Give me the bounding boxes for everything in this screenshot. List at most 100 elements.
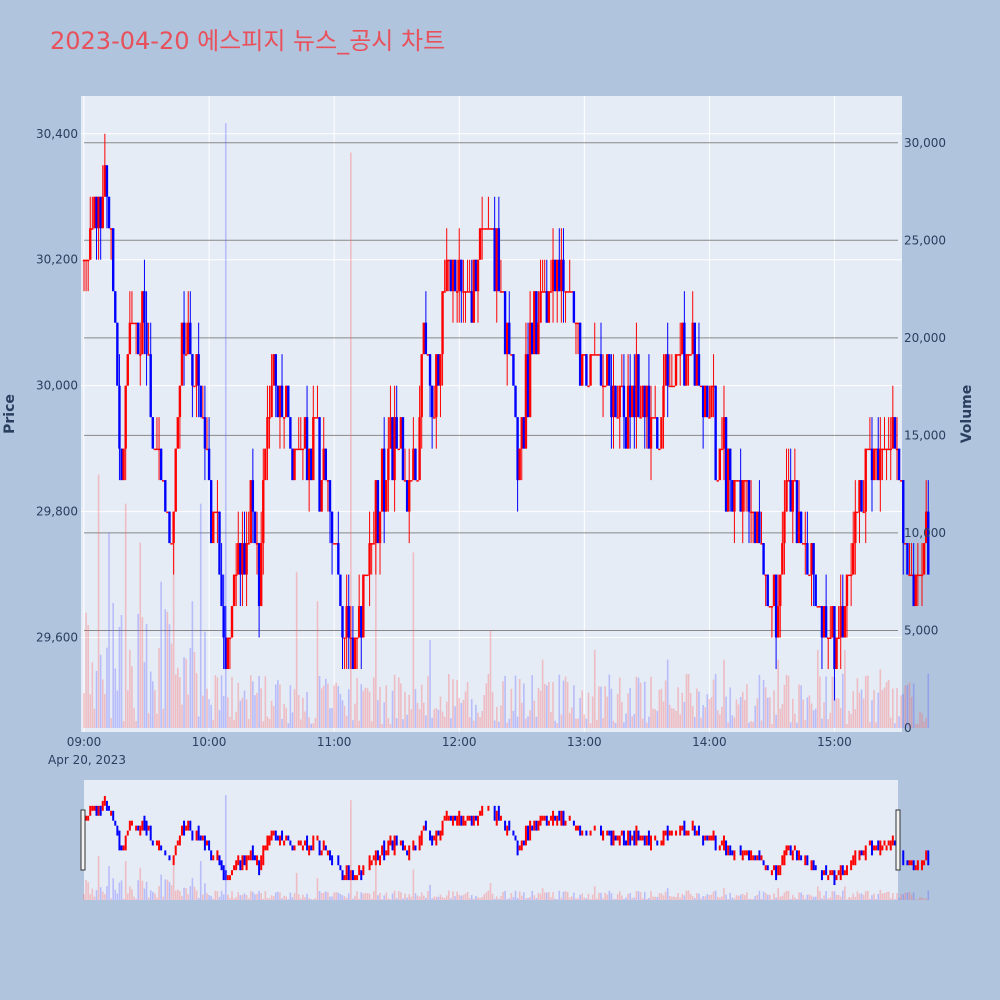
volume-bar — [325, 678, 327, 728]
slider-volume-bar — [754, 896, 757, 900]
volume-bar — [568, 712, 571, 728]
candle-body — [159, 448, 163, 481]
volume-bar — [331, 708, 333, 728]
candle-body — [816, 606, 819, 608]
candle-body — [458, 259, 461, 292]
volume-bar — [189, 648, 192, 728]
candle-body — [414, 448, 417, 481]
slider-volume-bar — [668, 895, 671, 900]
volume-bar — [762, 679, 765, 728]
volume-bar — [527, 716, 529, 728]
main-plot-area[interactable] — [81, 96, 902, 732]
slider-volume-bar — [500, 896, 502, 900]
slider-volume-bar — [852, 893, 855, 900]
volume-bar — [143, 662, 146, 728]
volume-bar — [650, 676, 652, 728]
slider-volume-bar — [529, 896, 531, 900]
volume-bar — [873, 690, 875, 728]
candle-body — [524, 354, 528, 449]
slider-volume-bar — [147, 897, 150, 900]
volume-bar — [541, 659, 544, 728]
candle-body — [191, 354, 194, 386]
slider-volume-bar — [656, 897, 659, 900]
slider-volume-bar — [352, 898, 354, 900]
volume-bar — [485, 683, 488, 728]
candle-body — [912, 574, 915, 607]
candle-body — [141, 291, 144, 355]
slider-volume-bar — [917, 899, 919, 900]
candle-body — [535, 291, 538, 355]
candle-body — [606, 354, 609, 386]
candle-body — [526, 354, 530, 418]
slider-volume-bar — [89, 894, 92, 900]
range-slider-left-handle[interactable] — [80, 809, 86, 871]
slider-volume-bar — [898, 897, 900, 900]
candle-body — [781, 543, 784, 575]
slider-volume-bar — [716, 896, 719, 900]
volume-bar — [435, 707, 438, 728]
slider-volume-bar — [160, 874, 162, 900]
volume-tick-label: 0 — [904, 721, 912, 735]
candle-body — [674, 354, 678, 386]
slider-volume-bar — [750, 898, 752, 900]
slider-volume-bar — [885, 892, 888, 900]
volume-axis: 0 5,000 10,000 15,000 20,000 25,000 30,000 — [904, 136, 946, 735]
volume-bar — [635, 676, 638, 728]
slider-volume-bar — [733, 898, 736, 900]
slider-volume-bar — [137, 880, 139, 900]
slider-volume-bar — [700, 898, 702, 900]
volume-bar — [345, 715, 348, 728]
volume-bar — [101, 679, 104, 728]
volume-bar — [193, 652, 196, 728]
slider-volume-bar — [341, 895, 344, 900]
slider-volume-bar — [610, 893, 613, 900]
slider-volume-bar — [224, 795, 227, 900]
volume-bar — [149, 671, 152, 728]
slider-volume-bar — [93, 896, 96, 900]
volume-bar — [579, 697, 581, 728]
candle-body — [835, 637, 838, 670]
range-slider-right-handle[interactable] — [895, 809, 901, 871]
candle-body — [93, 196, 96, 229]
candle-body — [195, 354, 198, 386]
slider-volume-bar — [110, 898, 112, 900]
volume-bar — [881, 690, 884, 728]
candle-body — [478, 228, 482, 260]
candle-body — [737, 480, 740, 482]
candle-body — [670, 385, 674, 388]
slider-volume-bar — [625, 897, 627, 900]
slider-volume-bar — [518, 891, 521, 900]
candle-body — [566, 291, 569, 293]
range-slider[interactable] — [84, 780, 898, 900]
slider-volume-bar — [254, 894, 256, 900]
candle-body — [105, 165, 109, 197]
volume-bar — [779, 708, 782, 728]
volume-bar — [108, 532, 110, 728]
volume-bar — [308, 717, 310, 728]
candle-body — [480, 228, 484, 230]
candle-body — [97, 196, 100, 229]
volume-bar — [252, 681, 254, 728]
candle-body — [637, 354, 640, 418]
candle-body — [293, 448, 296, 481]
slider-volume-bar — [252, 891, 254, 900]
slider-volume-bar — [660, 893, 663, 900]
volume-bar — [210, 704, 212, 728]
candle-body — [314, 417, 317, 419]
volume-bar — [666, 659, 669, 728]
volume-bar — [677, 687, 679, 728]
slider-volume-bar — [527, 897, 529, 900]
slider-volume-bar — [460, 895, 463, 900]
slider-volume-bar — [762, 891, 765, 900]
slider-volume-bar — [579, 894, 581, 900]
slider-volume-bar — [612, 898, 615, 900]
slider-volume-bar — [306, 893, 308, 900]
candle-body — [924, 511, 928, 544]
candle-body — [618, 385, 621, 418]
slider-volume-bar — [154, 893, 156, 900]
slider-volume-bar — [366, 893, 369, 900]
slider-volume-bar — [260, 893, 262, 900]
candle-body — [801, 543, 805, 545]
candle-body — [462, 291, 465, 293]
volume-bar — [141, 617, 144, 728]
